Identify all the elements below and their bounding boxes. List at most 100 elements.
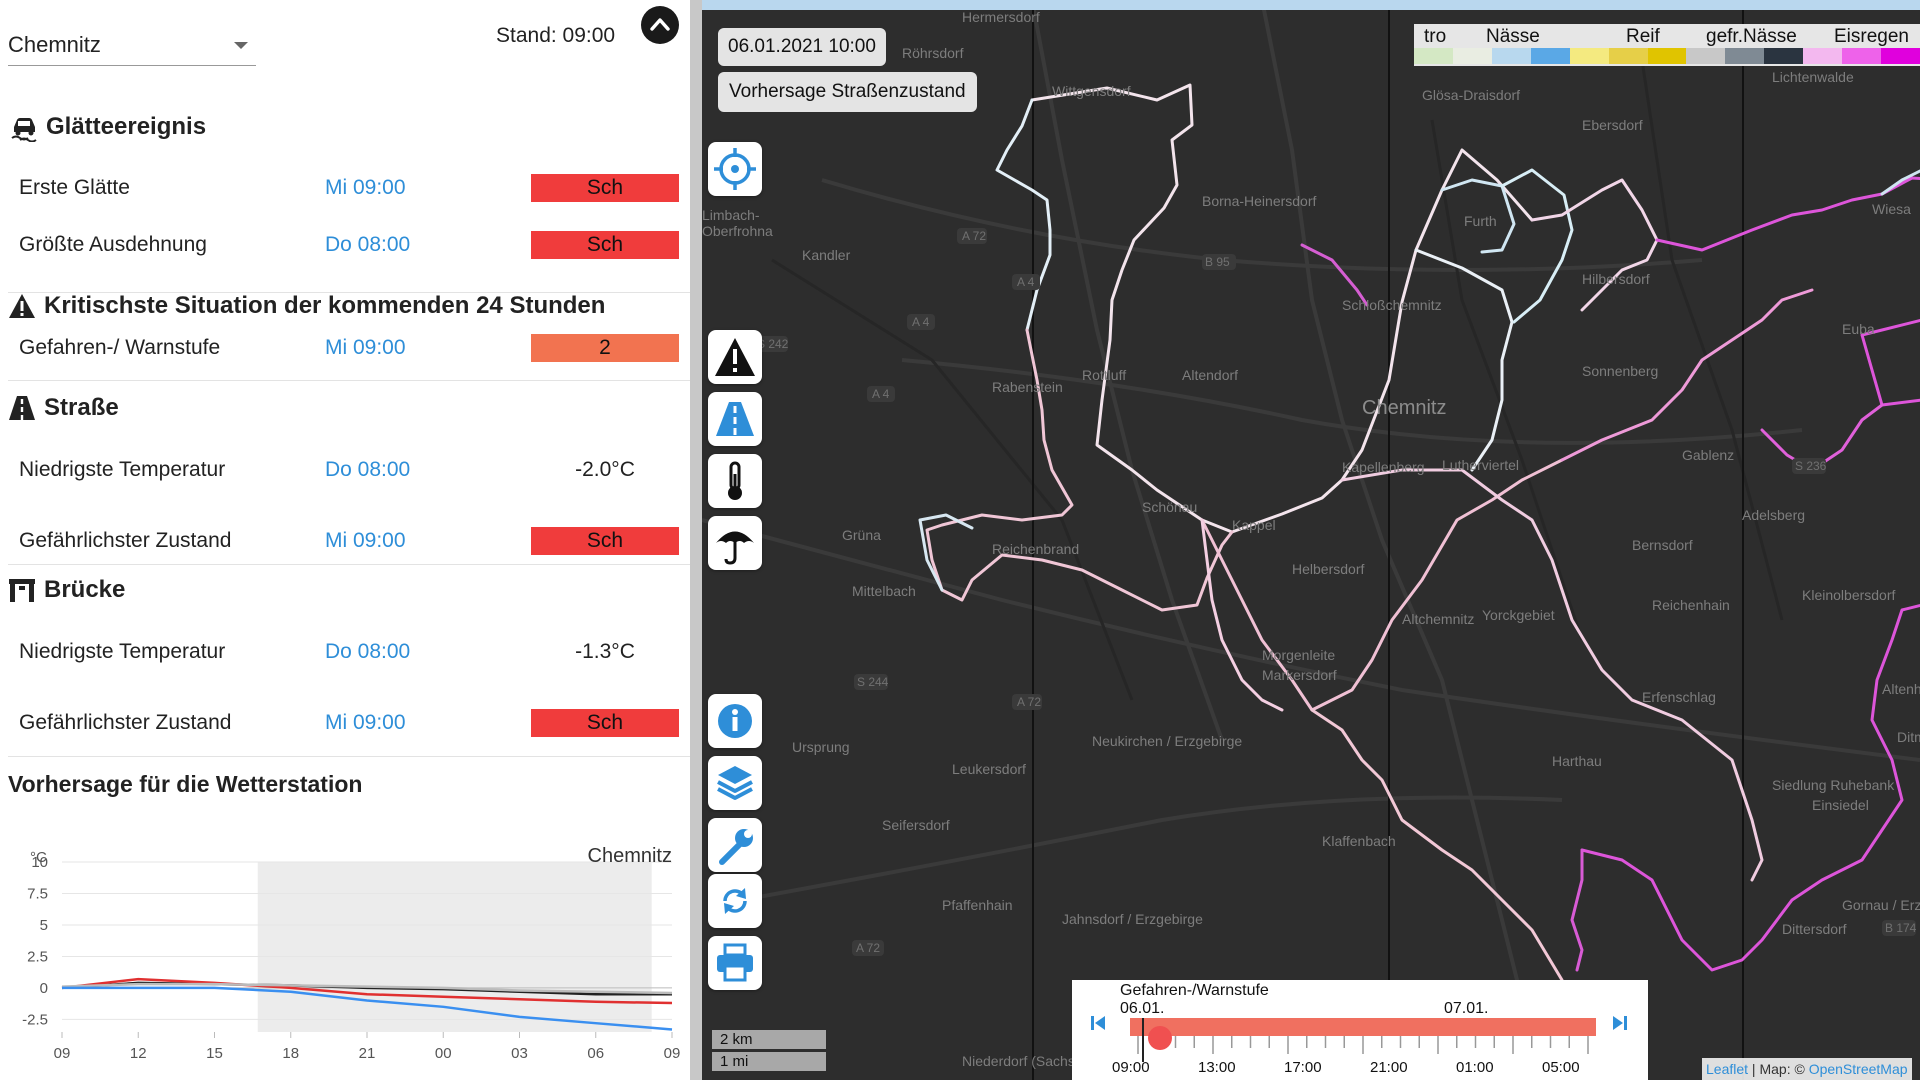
section-glaette-label: Glätteereignis: [46, 113, 207, 140]
x-tick-label: 18: [282, 1045, 299, 1062]
svg-text:Jahnsdorf / Erzgebirge: Jahnsdorf / Erzgebirge: [1062, 911, 1203, 927]
legend-swatch: [1764, 48, 1804, 64]
svg-text:Hermersdorf: Hermersdorf: [962, 9, 1040, 25]
legend-swatch: [1881, 48, 1920, 64]
temperature-chart: 10 7.5 5 2.5 0 -2.5 09 12 15 18 21 00 03 06 09 °C Chemni…: [22, 845, 680, 1062]
legend-label-freezing-rain: Eisregen: [1834, 26, 1909, 47]
info-button[interactable]: [708, 694, 762, 748]
svg-text:Niederdorf (Sachsen): Niederdorf (Sachsen): [962, 1053, 1095, 1069]
road-min-temp-value: -2.0°C: [575, 458, 635, 481]
x-tick-label: 15: [206, 1045, 223, 1062]
svg-text:Euba: Euba: [1842, 321, 1875, 337]
warning-layer-button[interactable]: [708, 330, 762, 384]
divider: [8, 564, 690, 565]
road-worst-state-badge: Sch: [531, 527, 679, 555]
svg-text:Wittgensdorf: Wittgensdorf: [1052, 83, 1131, 99]
svg-text:Morgenleite: Morgenleite: [1262, 647, 1335, 663]
section-road-label: Straße: [44, 394, 119, 421]
legend-swatch: [1608, 48, 1649, 64]
map-top-bar: [702, 0, 1920, 10]
timeline-date-next: 07.01.: [1444, 1000, 1489, 1017]
svg-text:Röhrsdorf: Röhrsdorf: [902, 45, 964, 61]
svg-text:Gablenz: Gablenz: [1682, 447, 1734, 463]
warning-level-label: Gefahren-/ Warnstufe: [19, 336, 221, 359]
divider: [8, 380, 690, 381]
panel-splitter[interactable]: [690, 0, 702, 1080]
refresh-button[interactable]: [708, 874, 762, 928]
first-ice-badge: Sch: [531, 174, 679, 202]
next-step-button[interactable]: [1612, 1014, 1628, 1037]
chart-title: Chemnitz: [588, 845, 672, 867]
svg-text:Gornau / Erzgebirge: Gornau / Erzgebirge: [1842, 897, 1920, 913]
y-tick-label: 0: [40, 980, 48, 997]
warning-level-track[interactable]: [1130, 1018, 1596, 1036]
warning-icon: [9, 294, 35, 318]
legend-swatch: [1725, 48, 1765, 64]
timeline-time-label: 09:00: [1112, 1059, 1150, 1076]
svg-text:Glösa-Draisdorf: Glösa-Draisdorf: [1422, 87, 1520, 103]
timeline-title: Gefahren-/Warnstufe: [1120, 982, 1269, 999]
layers-button[interactable]: [708, 756, 762, 810]
map-tiles: Kandler Rabenstein Rottluff Altendorf Bo…: [702, 0, 1920, 1080]
forecast-issue-time: Stand: 09:00: [496, 24, 616, 47]
svg-text:B 174: B 174: [1885, 921, 1917, 935]
legend-swatch: [1842, 48, 1882, 64]
legend-swatch: [1569, 48, 1610, 64]
bridge-icon: [9, 579, 35, 602]
svg-text:A 4: A 4: [1017, 275, 1035, 289]
road-icon: [9, 396, 35, 420]
city-select[interactable]: Chemnitz: [8, 24, 256, 66]
y-tick-label: 5: [40, 917, 48, 934]
map-layer-title[interactable]: Vorhersage Straßenzustand: [718, 72, 977, 112]
timeline-time-label: 21:00: [1370, 1059, 1408, 1076]
leaflet-link[interactable]: Leaflet: [1706, 1061, 1749, 1077]
y-tick-label: 7.5: [27, 885, 48, 902]
section-road-title: Straße: [8, 394, 119, 422]
road-condition-map[interactable]: Kandler Rabenstein Rottluff Altendorf Bo…: [702, 0, 1920, 1080]
time-slider-handle[interactable]: [1148, 1026, 1172, 1050]
svg-text:S 242: S 242: [757, 337, 789, 351]
station-panel: Chemnitz Stand: 09:00 Glätteereignis Ers…: [0, 0, 690, 1080]
svg-text:Harthau: Harthau: [1552, 753, 1602, 769]
city-select-value: Chemnitz: [8, 32, 101, 57]
largest-extent-badge: Sch: [531, 231, 679, 259]
time-slider-panel: Gefahren-/Warnstufe 06.01. 07.01. 09:00 …: [1072, 980, 1648, 1080]
svg-text:Ditmann: Ditmann: [1897, 729, 1920, 745]
collapse-panel-button[interactable]: [641, 6, 679, 44]
y-tick-label: 2.5: [27, 948, 48, 965]
svg-text:Limbach-: Limbach-: [702, 207, 760, 223]
crosshair-icon: [714, 148, 756, 190]
temperature-layer-button[interactable]: [708, 454, 762, 508]
road-layer-button[interactable]: [708, 392, 762, 446]
legend-label-dry: tro: [1424, 26, 1447, 47]
precipitation-layer-button[interactable]: [708, 516, 762, 570]
settings-button[interactable]: [708, 818, 762, 872]
previous-step-button[interactable]: [1090, 1014, 1106, 1037]
x-tick-label: 03: [511, 1045, 528, 1062]
svg-text:Helbersdorf: Helbersdorf: [1292, 561, 1364, 577]
map-attribution: Leaflet | Map: © OpenStreetMap: [1702, 1058, 1912, 1080]
osm-link[interactable]: OpenStreetMap: [1808, 1061, 1908, 1077]
svg-text:Lutherviertel: Lutherviertel: [1442, 457, 1519, 473]
legend-swatch: [1452, 48, 1493, 64]
print-button[interactable]: [708, 936, 762, 990]
chevron-up-icon: [650, 18, 670, 31]
x-tick-label: 12: [130, 1045, 147, 1062]
svg-text:Sonnenberg: Sonnenberg: [1582, 363, 1658, 379]
locate-button[interactable]: [708, 142, 762, 196]
section-critical-label: Kritischste Situation der kommenden 24 S…: [44, 292, 606, 319]
warning-icon: [715, 338, 755, 376]
x-tick-label: 06: [587, 1045, 604, 1062]
svg-text:A 4: A 4: [872, 387, 890, 401]
scale-bar-mi: 1 mi: [712, 1052, 826, 1071]
section-bridge-title: Brücke: [8, 576, 125, 604]
map-timestamp: 06.01.2021 10:00: [718, 28, 886, 66]
svg-text:Borna-Heinersdorf: Borna-Heinersdorf: [1202, 193, 1316, 209]
info-icon: [718, 704, 752, 738]
scale-bar-km: 2 km: [712, 1030, 826, 1049]
svg-text:Bernsdorf: Bernsdorf: [1632, 537, 1693, 553]
legend-label-wet: Nässe: [1486, 26, 1540, 47]
bridge-min-temp-value: -1.3°C: [575, 640, 635, 663]
svg-text:Chemnitz: Chemnitz: [1362, 397, 1446, 419]
legend-swatch: [1803, 48, 1843, 64]
